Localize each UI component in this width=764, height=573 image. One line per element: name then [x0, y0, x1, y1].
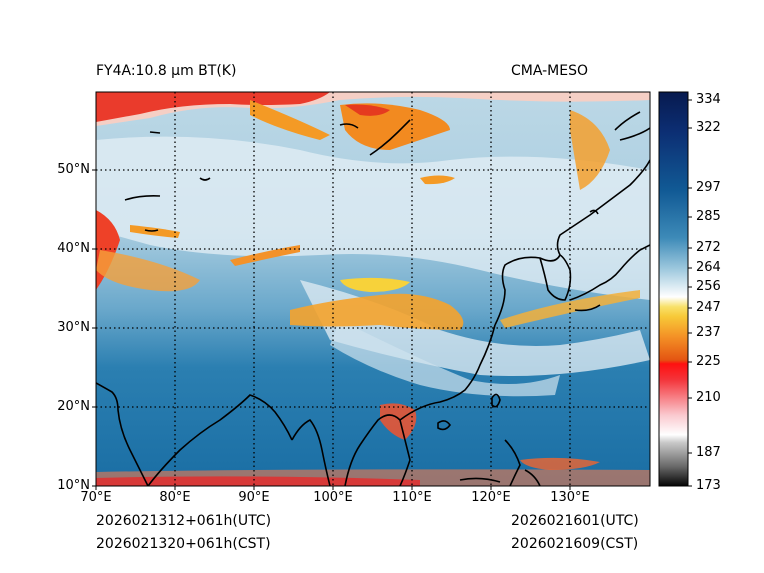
- model-name: CMA-MESO: [511, 63, 589, 79]
- cold-cloud-central-band: [290, 293, 464, 330]
- colorbar-label-272: 272: [696, 240, 721, 255]
- lat-label-30: 30°N: [57, 320, 90, 335]
- colorbar-label-210: 210: [696, 390, 721, 405]
- valid-time-utc: 2026021601(UTC): [511, 513, 639, 529]
- cold-cloud-west-orange: [96, 250, 200, 292]
- coastline-hainan: [437, 420, 451, 431]
- coastline-china-south: [399, 324, 496, 421]
- colorbar-label-334: 334: [696, 92, 721, 107]
- cold-cloud-indochina: [380, 403, 417, 440]
- coastline-lake-small-2: [199, 177, 211, 181]
- coastline-sakhalin: [614, 111, 650, 141]
- brightness-temperature-field: [96, 92, 650, 486]
- coastline-japan: [569, 244, 650, 312]
- lon-label-100: 100°E: [313, 490, 353, 505]
- coastline-borneo: [459, 477, 501, 483]
- cloud-mass-north: [96, 136, 650, 300]
- colorbar-label-322: 322: [696, 120, 721, 135]
- lat-label-40: 40°N: [57, 241, 90, 256]
- init-time-cst: 2026021320+061h(CST): [96, 536, 271, 552]
- lat-label-10: 10°N: [57, 478, 90, 493]
- cold-cloud-south-red: [96, 476, 420, 486]
- coastline-lake-small-4: [589, 209, 599, 215]
- cold-cloud-streak-1: [230, 245, 300, 266]
- coastline-korea: [539, 254, 572, 301]
- coastline-india: [96, 382, 149, 486]
- lon-label-130: 130°E: [550, 490, 590, 505]
- colorbar-label-264: 264: [696, 260, 721, 275]
- colorbar-label-173: 173: [696, 478, 721, 493]
- colorbar-label-225: 225: [696, 354, 721, 369]
- cold-cloud-central-yellow: [340, 277, 410, 292]
- init-time-utc: 2026021312+061h(UTC): [96, 513, 272, 529]
- coastline-philippines: [504, 439, 541, 486]
- cold-cloud-mongolia: [420, 175, 455, 185]
- coastline-taiwan: [491, 393, 501, 408]
- coastline-lake-small-5: [144, 229, 159, 232]
- lon-label-90: 90°E: [238, 490, 270, 505]
- colorbar-label-256: 256: [696, 279, 721, 294]
- colorbar-label-285: 285: [696, 209, 721, 224]
- coastline-baikal: [369, 119, 411, 156]
- colorbar-gradient: [658, 91, 689, 487]
- cold-cloud-northeast-red: [345, 104, 390, 116]
- map-frame: [95, 91, 651, 487]
- colorbar-label-187: 187: [696, 445, 721, 460]
- coastline-southeast-asia: [344, 414, 411, 486]
- lon-label-70: 70°E: [80, 490, 112, 505]
- coastline-bay-of-bengal: [291, 418, 331, 486]
- colorbar-ticks: [688, 99, 692, 487]
- lon-label-80: 80°E: [159, 490, 191, 505]
- coastline-lake-small-1: [149, 131, 161, 134]
- cold-cloud-orange-top: [250, 100, 330, 140]
- lat-label-50: 50°N: [57, 162, 90, 177]
- cold-cloud-red-top-left: [96, 92, 330, 122]
- coastlines: [96, 111, 650, 486]
- lon-label-120: 120°E: [471, 490, 511, 505]
- coastline-lake-balkhash: [124, 195, 161, 201]
- colorbar-label-297: 297: [696, 180, 721, 195]
- cold-cloud-philippines: [520, 457, 600, 470]
- colorbar-label-237: 237: [696, 325, 721, 340]
- lon-label-110: 110°E: [392, 490, 432, 505]
- colorbar-label-247: 247: [696, 300, 721, 315]
- coastline-india-east: [147, 394, 293, 486]
- valid-time-cst: 2026021609(CST): [511, 536, 639, 552]
- axis-ticks: [92, 169, 571, 490]
- lat-label-20: 20°N: [57, 399, 90, 414]
- coastline-lake-small-3: [339, 123, 359, 129]
- colorbar: [658, 91, 692, 487]
- figure-title: FY4A:10.8 µm BT(K): [96, 63, 237, 79]
